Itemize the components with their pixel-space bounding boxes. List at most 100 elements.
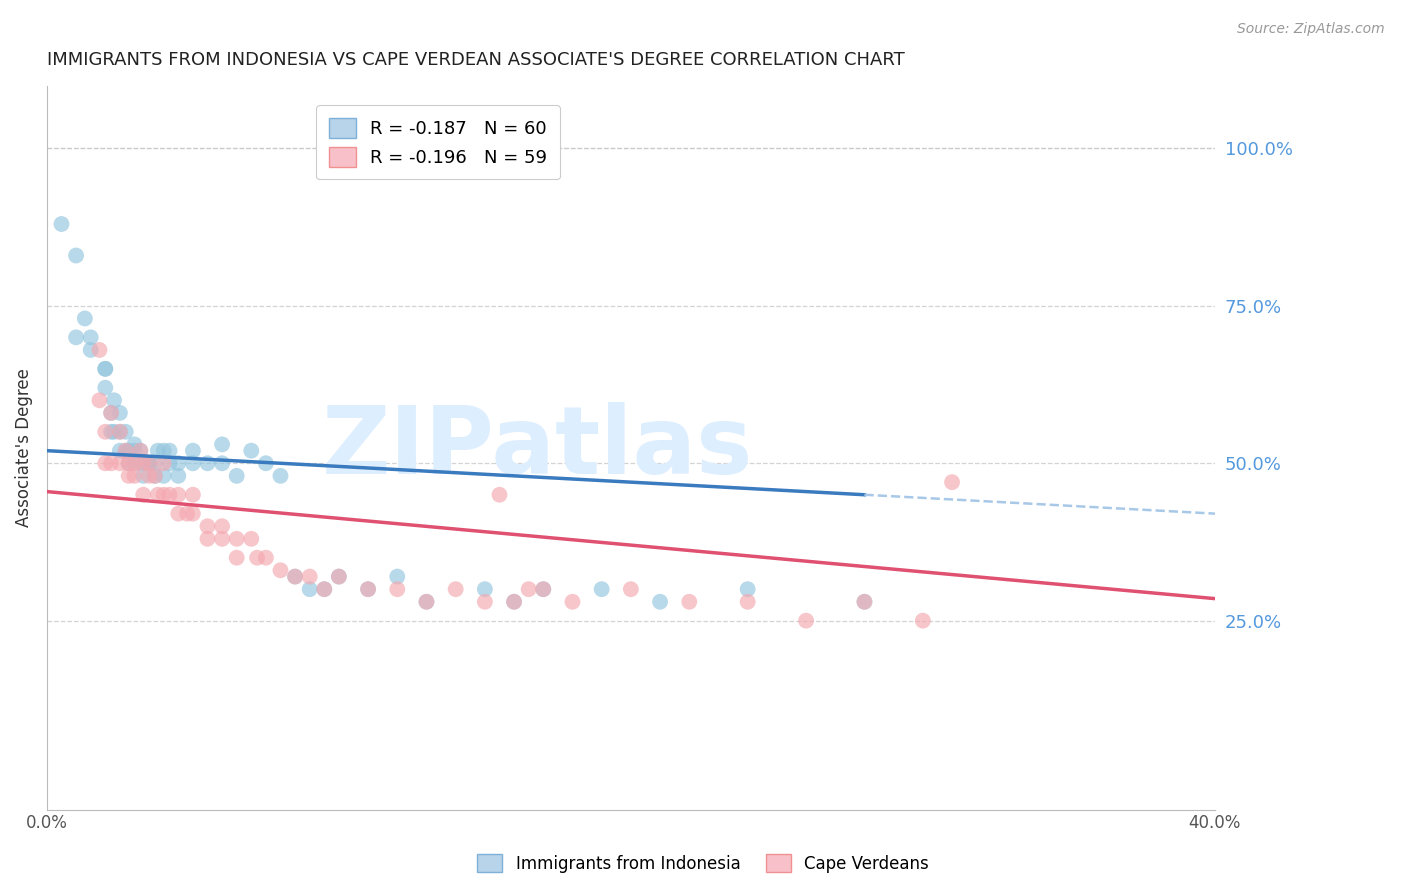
Point	[517, 582, 540, 597]
Point	[94, 456, 117, 470]
Point	[108, 425, 131, 439]
Point	[298, 569, 321, 583]
Point	[176, 507, 198, 521]
Point	[181, 488, 204, 502]
Point	[181, 456, 204, 470]
Point	[357, 582, 380, 597]
Point	[100, 456, 122, 470]
Point	[648, 595, 671, 609]
Point	[225, 550, 247, 565]
Point	[117, 456, 139, 470]
Point	[108, 425, 131, 439]
Point	[80, 330, 103, 344]
Point	[474, 582, 496, 597]
Point	[167, 468, 190, 483]
Point	[181, 507, 204, 521]
Point	[415, 595, 437, 609]
Point	[254, 456, 277, 470]
Point	[678, 595, 700, 609]
Point	[129, 443, 152, 458]
Point	[117, 443, 139, 458]
Text: ZIPatlas: ZIPatlas	[322, 401, 754, 493]
Legend: R = -0.187   N = 60, R = -0.196   N = 59: R = -0.187 N = 60, R = -0.196 N = 59	[316, 105, 560, 179]
Point	[167, 488, 190, 502]
Legend: Immigrants from Indonesia, Cape Verdeans: Immigrants from Indonesia, Cape Verdeans	[471, 847, 935, 880]
Point	[474, 595, 496, 609]
Point	[73, 311, 96, 326]
Point	[100, 406, 122, 420]
Point	[124, 468, 146, 483]
Y-axis label: Associate's Degree: Associate's Degree	[15, 368, 32, 527]
Point	[269, 468, 291, 483]
Point	[620, 582, 643, 597]
Point	[103, 393, 125, 408]
Point	[108, 406, 131, 420]
Point	[240, 443, 263, 458]
Point	[114, 425, 136, 439]
Point	[152, 488, 174, 502]
Point	[531, 582, 554, 597]
Point	[132, 456, 155, 470]
Point	[100, 406, 122, 420]
Point	[561, 595, 583, 609]
Point	[531, 582, 554, 597]
Point	[503, 595, 526, 609]
Point	[357, 582, 380, 597]
Point	[89, 393, 111, 408]
Point	[503, 595, 526, 609]
Point	[159, 443, 181, 458]
Point	[108, 443, 131, 458]
Point	[240, 532, 263, 546]
Point	[298, 582, 321, 597]
Point	[737, 595, 759, 609]
Point	[488, 488, 510, 502]
Point	[387, 569, 409, 583]
Point	[100, 425, 122, 439]
Point	[159, 488, 181, 502]
Point	[94, 361, 117, 376]
Point	[314, 582, 336, 597]
Point	[181, 443, 204, 458]
Point	[211, 437, 233, 451]
Point	[65, 330, 87, 344]
Text: IMMIGRANTS FROM INDONESIA VS CAPE VERDEAN ASSOCIATE'S DEGREE CORRELATION CHART: IMMIGRANTS FROM INDONESIA VS CAPE VERDEA…	[46, 51, 904, 69]
Text: Source: ZipAtlas.com: Source: ZipAtlas.com	[1237, 22, 1385, 37]
Point	[737, 582, 759, 597]
Point	[167, 456, 190, 470]
Point	[254, 550, 277, 565]
Point	[941, 475, 963, 490]
Point	[152, 443, 174, 458]
Point	[94, 425, 117, 439]
Point	[108, 456, 131, 470]
Point	[143, 468, 166, 483]
Point	[124, 437, 146, 451]
Point	[415, 595, 437, 609]
Point	[94, 361, 117, 376]
Point	[328, 569, 350, 583]
Point	[51, 217, 73, 231]
Point	[138, 456, 160, 470]
Point	[117, 456, 139, 470]
Point	[225, 532, 247, 546]
Point	[89, 343, 111, 357]
Point	[284, 569, 307, 583]
Point	[314, 582, 336, 597]
Point	[246, 550, 269, 565]
Point	[129, 443, 152, 458]
Point	[143, 456, 166, 470]
Point	[114, 443, 136, 458]
Point	[65, 248, 87, 262]
Point	[132, 468, 155, 483]
Point	[328, 569, 350, 583]
Point	[159, 456, 181, 470]
Point	[197, 456, 219, 470]
Point	[132, 456, 155, 470]
Point	[225, 468, 247, 483]
Point	[197, 532, 219, 546]
Point	[911, 614, 934, 628]
Point	[146, 488, 169, 502]
Point	[124, 456, 146, 470]
Point	[103, 425, 125, 439]
Point	[794, 614, 817, 628]
Point	[269, 563, 291, 577]
